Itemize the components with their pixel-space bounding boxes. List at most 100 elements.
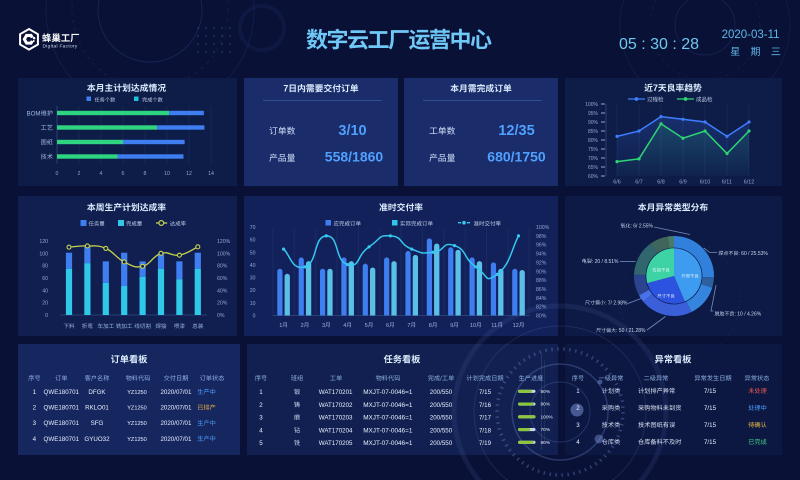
svg-text:MXJT-07-0046=1: MXJT-07-0046=1 <box>363 415 413 422</box>
svg-text:BOM: BOM <box>26 110 40 117</box>
svg-text:4: 4 <box>343 323 346 329</box>
svg-text:Digital Factory: Digital Factory <box>43 44 78 50</box>
svg-text:82%: 82% <box>536 305 547 311</box>
svg-text:85%: 85% <box>588 129 599 135</box>
svg-text:QWE180701: QWE180701 <box>44 420 80 427</box>
svg-text:7/19: 7/19 <box>479 440 492 447</box>
svg-text:: 20 / 8.51%: : 20 / 8.51% <box>592 259 619 265</box>
svg-text:7: 7 <box>653 83 658 93</box>
svg-text:4: 4 <box>100 171 103 177</box>
svg-text:SFG: SFG <box>91 420 104 427</box>
svg-text:QWE180701: QWE180701 <box>44 436 80 443</box>
svg-text:WAT170201: WAT170201 <box>319 389 353 396</box>
svg-text:7: 7 <box>407 323 410 329</box>
svg-text:20: 20 <box>250 288 256 294</box>
svg-text:05 : 30 : 28: 05 : 30 : 28 <box>619 36 699 53</box>
svg-text:3: 3 <box>259 415 263 422</box>
svg-text:8: 8 <box>144 171 147 177</box>
svg-text:10: 10 <box>164 171 170 177</box>
svg-text:200/550: 200/550 <box>430 402 453 409</box>
svg-text:7/16: 7/16 <box>479 402 492 409</box>
svg-text:GYUO32: GYUO32 <box>84 436 110 443</box>
svg-text:6/6: 6/6 <box>613 180 621 186</box>
svg-text:7/15: 7/15 <box>704 439 717 446</box>
svg-text:65%: 65% <box>588 165 599 171</box>
svg-text:11: 11 <box>491 323 497 329</box>
svg-text:QWE180701: QWE180701 <box>44 405 80 412</box>
svg-text:100: 100 <box>39 251 48 257</box>
svg-text:4: 4 <box>576 439 580 446</box>
svg-text:QWE180701: QWE180701 <box>44 389 80 396</box>
svg-text:7/18: 7/18 <box>479 427 492 434</box>
svg-text:680/1750: 680/1750 <box>487 149 546 165</box>
svg-text:12: 12 <box>186 171 192 177</box>
svg-text:200/550: 200/550 <box>430 415 453 422</box>
svg-text:: 60 / 25.53%: : 60 / 25.53% <box>738 251 768 257</box>
svg-text:WAT170205: WAT170205 <box>319 440 353 447</box>
svg-text:0: 0 <box>56 171 59 177</box>
svg-text:MXJT-07-0046=1: MXJT-07-0046=1 <box>363 389 413 396</box>
svg-text:: 50 / 21.28%: : 50 / 21.28% <box>616 328 646 334</box>
svg-text:70%: 70% <box>588 156 599 162</box>
svg-text:7/15: 7/15 <box>704 422 717 429</box>
svg-text:6: 6 <box>386 323 389 329</box>
svg-text:5: 5 <box>259 440 263 447</box>
svg-text:4: 4 <box>259 427 263 434</box>
svg-text:RKLO01: RKLO01 <box>85 405 109 412</box>
svg-text:60%: 60% <box>588 174 599 180</box>
svg-text:7/15: 7/15 <box>704 405 717 412</box>
svg-text:100%: 100% <box>585 102 598 108</box>
svg-text:90%: 90% <box>541 440 551 446</box>
svg-text:70: 70 <box>250 225 256 231</box>
svg-text:1: 1 <box>259 389 263 396</box>
svg-text:0: 0 <box>253 314 256 320</box>
svg-text:WAT170204: WAT170204 <box>319 427 353 434</box>
svg-text:120%: 120% <box>217 239 231 245</box>
svg-text:3/10: 3/10 <box>338 123 366 139</box>
svg-text:2020/07/01: 2020/07/01 <box>160 436 192 443</box>
svg-text:2020/07/01: 2020/07/01 <box>160 405 192 412</box>
svg-text:0%: 0% <box>217 313 225 319</box>
svg-text:90%: 90% <box>588 120 599 126</box>
svg-text:20%: 20% <box>217 301 228 307</box>
svg-text:40: 40 <box>42 288 48 294</box>
svg-text:96%: 96% <box>536 243 547 249</box>
svg-text:6/12: 6/12 <box>744 180 755 186</box>
svg-text:MXJT-07-0046=1: MXJT-07-0046=1 <box>363 440 413 447</box>
svg-text:95%: 95% <box>588 111 599 117</box>
svg-text:8: 8 <box>429 323 432 329</box>
svg-text:1: 1 <box>279 323 282 329</box>
svg-text:: 10 / 4.26%: : 10 / 4.26% <box>735 312 762 318</box>
svg-text:2: 2 <box>78 171 81 177</box>
svg-text:MXJT-07-0046=1: MXJT-07-0046=1 <box>363 427 413 434</box>
svg-text:3: 3 <box>322 323 325 329</box>
svg-text:DFGK: DFGK <box>88 389 106 396</box>
svg-text:: 6/ 2.55%: : 6/ 2.55% <box>630 224 653 230</box>
svg-text:6/11: 6/11 <box>722 180 732 186</box>
svg-text:YZ1250: YZ1250 <box>127 390 147 396</box>
svg-text:20: 20 <box>42 301 48 307</box>
svg-text:80%: 80% <box>217 264 228 270</box>
svg-text:YZ1250: YZ1250 <box>127 437 147 443</box>
svg-text:80%: 80% <box>588 138 599 144</box>
svg-text:3: 3 <box>33 420 37 427</box>
svg-text:YZ1250: YZ1250 <box>127 421 147 427</box>
svg-text:558/1860: 558/1860 <box>325 149 384 165</box>
svg-text:40: 40 <box>250 263 256 269</box>
svg-text:75%: 75% <box>588 147 599 153</box>
svg-text:10: 10 <box>470 323 476 329</box>
svg-text:2: 2 <box>576 405 580 412</box>
svg-text:7/15: 7/15 <box>479 389 492 396</box>
svg-text:84%: 84% <box>536 296 547 302</box>
svg-text:6/10: 6/10 <box>700 180 711 186</box>
svg-text:WAT170202: WAT170202 <box>319 402 353 409</box>
svg-text:100%: 100% <box>217 251 231 257</box>
svg-text:100%: 100% <box>536 225 550 231</box>
svg-text:: 7/ 2.98%: : 7/ 2.98% <box>605 300 628 306</box>
svg-text:1: 1 <box>576 388 580 395</box>
svg-text:2020/07/01: 2020/07/01 <box>160 420 192 427</box>
svg-text:100%: 100% <box>541 414 554 420</box>
svg-text:7: 7 <box>283 84 288 94</box>
svg-text:200/550: 200/550 <box>430 427 453 434</box>
svg-text:10: 10 <box>250 301 256 307</box>
